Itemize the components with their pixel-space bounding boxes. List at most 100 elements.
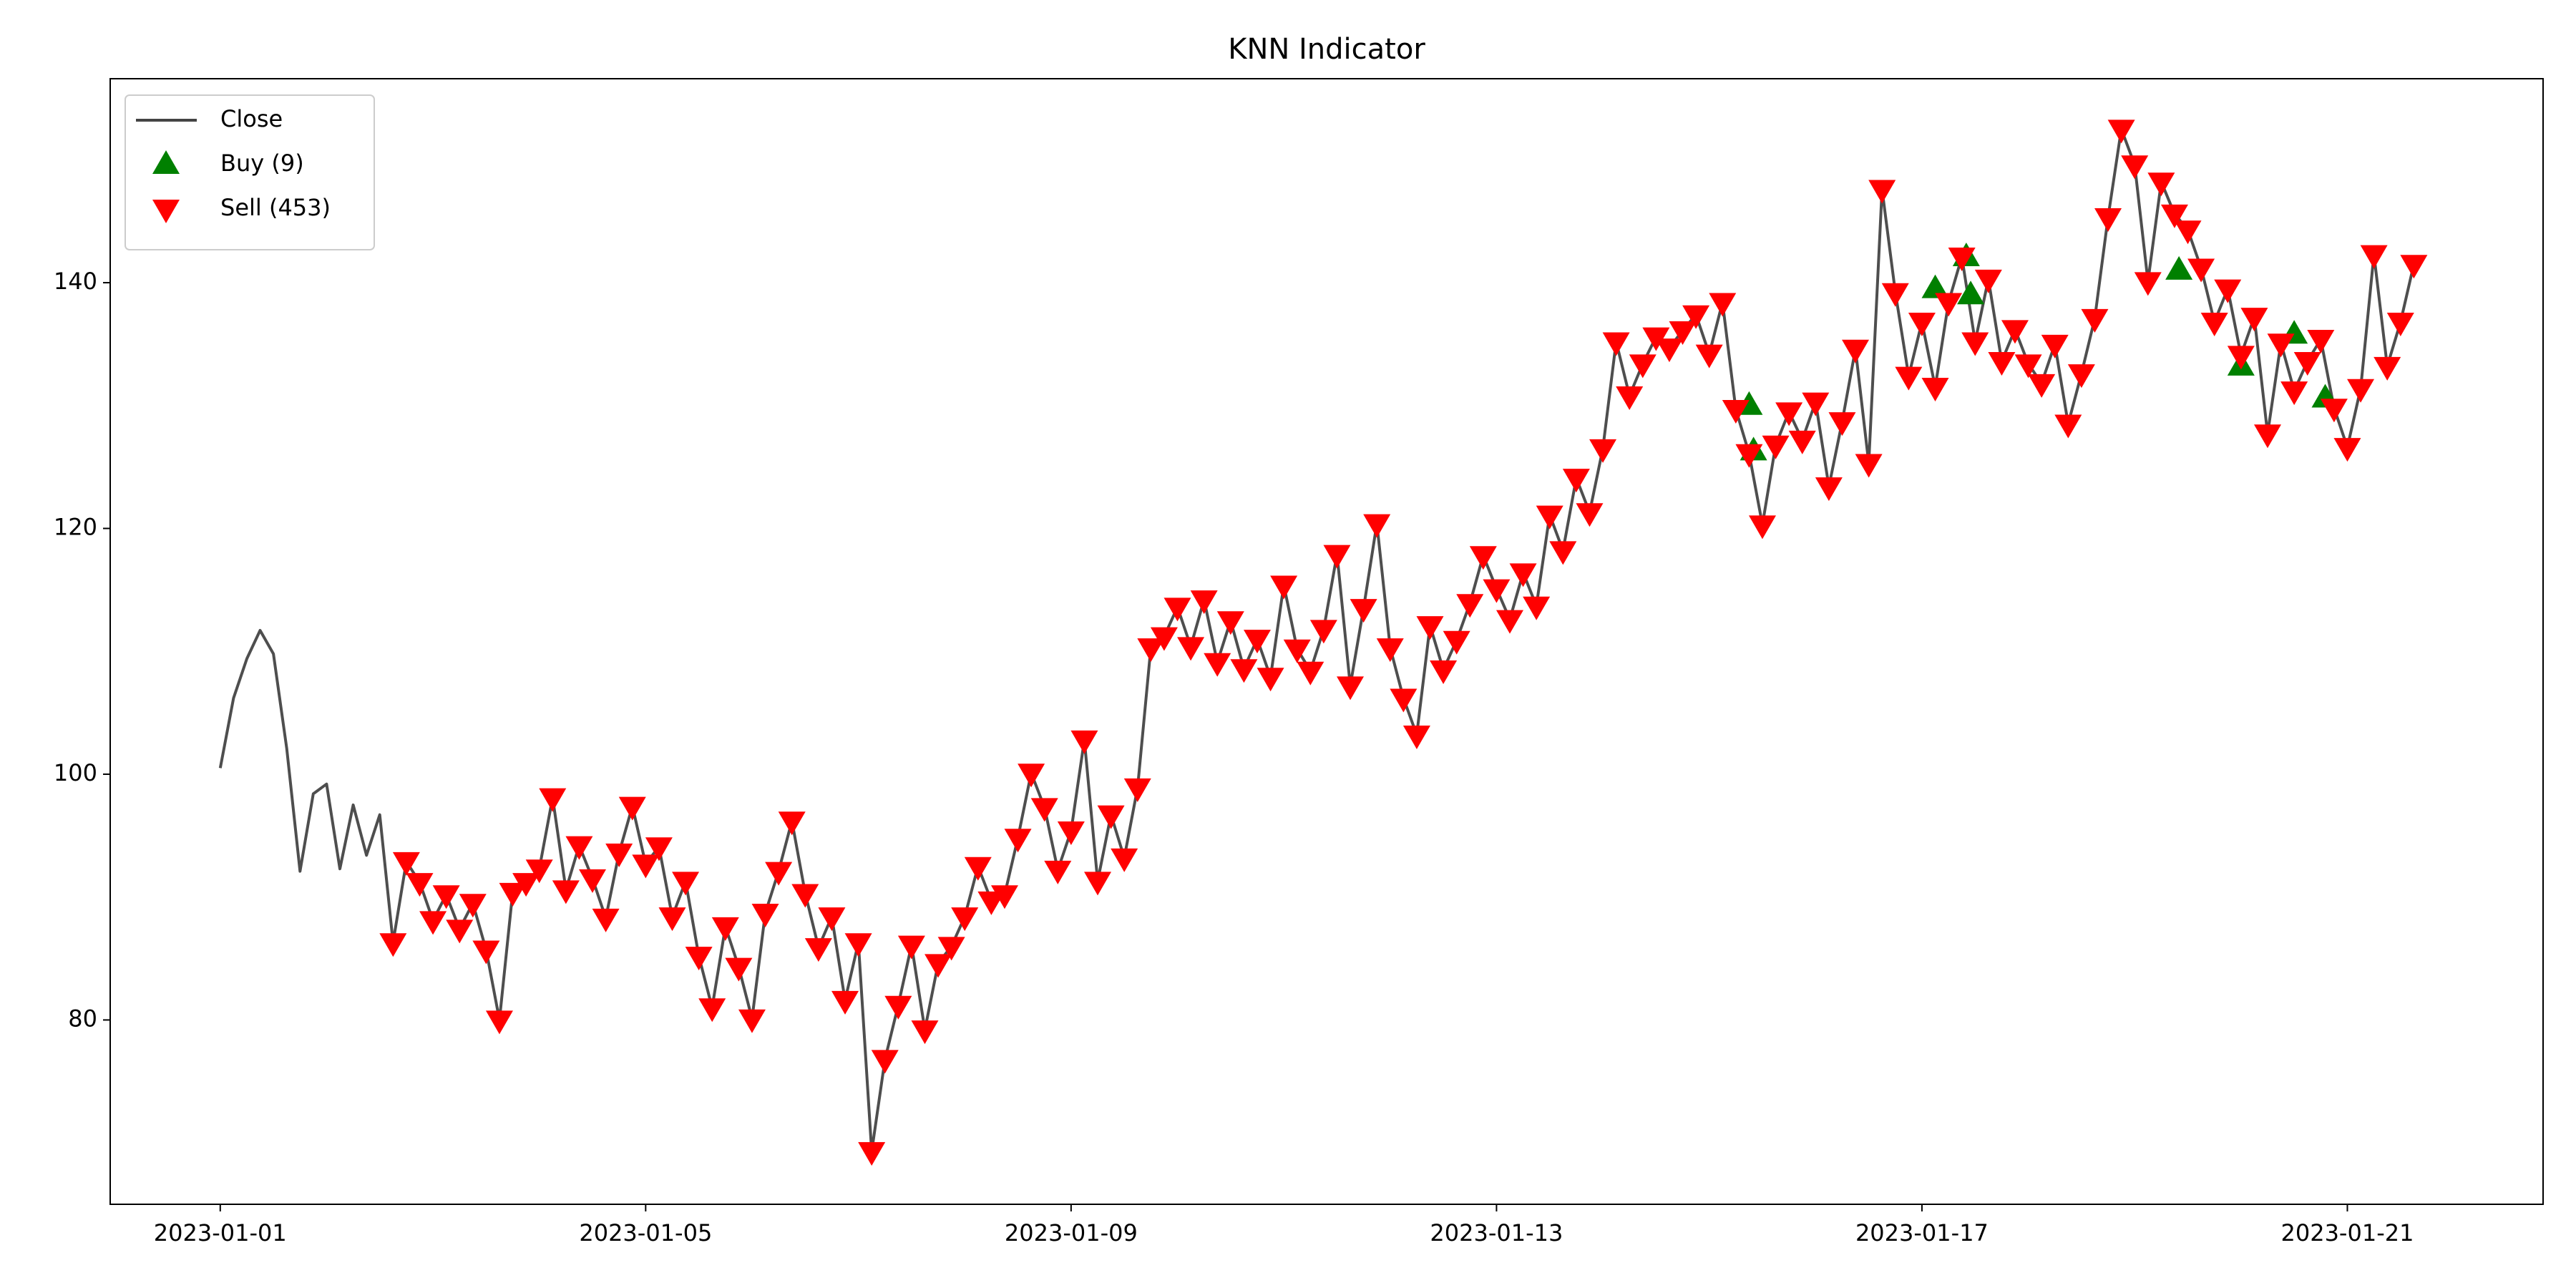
sell-marker [1163,597,1191,622]
sell-marker [1496,610,1523,634]
sell-marker [1855,454,1883,478]
sell-marker [897,935,925,960]
sell-marker [1815,477,1843,502]
sell-marker [1097,805,1125,829]
buy-marker [1921,274,1949,298]
sell-marker [990,885,1018,909]
sell-marker [1111,848,1138,872]
sell-marker [592,908,620,932]
sell-marker [1456,594,1484,618]
sell-marker [512,873,540,897]
sell-marker [698,998,726,1023]
sell-marker [539,788,567,812]
x-tick-label: 2023-01-01 [154,1219,287,1246]
sell-marker [1695,344,1723,369]
sell-marker [419,911,447,935]
sell-marker [2121,155,2149,180]
sell-marker [1682,305,1710,329]
sell-marker [1802,392,1830,416]
sell-marker [2187,258,2215,283]
close-line [218,127,2416,1153]
sell-marker [672,872,700,896]
sell-marker [499,882,527,907]
sell-marker [1230,659,1258,683]
sell-marker [964,857,992,881]
sell-marker [1549,541,1577,565]
sell-marker [2280,381,2308,406]
sell-marker [725,957,753,982]
sell-marker [1602,332,1630,356]
legend-label: Sell (453) [220,194,331,221]
y-tick-label: 120 [54,514,97,541]
sell-marker [2174,220,2202,245]
legend-marker [152,200,180,223]
chart-title: KNN Indicator [1228,33,1425,66]
sell-marker [1788,430,1816,454]
sell-marker [2373,356,2401,381]
sell-marker [2240,308,2268,332]
sell-marker [1257,668,1284,692]
sell-marker [2214,279,2242,303]
sell-marker [1589,439,1617,463]
sell-marker [738,1009,766,1033]
sell-marker [1283,639,1311,663]
sell-marker [2041,334,2069,358]
sell-marker [1390,688,1418,713]
sell-marker [937,937,965,961]
sell-marker [618,796,646,821]
sell-marker [765,862,793,886]
sell-marker [552,880,580,904]
sell-marker [1828,412,1856,436]
y-tick-label: 80 [68,1005,97,1032]
sell-marker [1057,821,1085,845]
y-tick-label: 140 [54,268,97,295]
sell-marker [2147,172,2175,197]
sell-marker [1376,638,1404,663]
sell-marker [485,1010,513,1035]
sell-marker [2094,208,2122,233]
legend-label: Close [220,105,283,132]
sell-marker [2253,424,2281,449]
sell-marker [1895,366,1923,391]
sell-marker [1642,327,1670,351]
sell-marker [2360,245,2388,269]
sell-marker [871,1050,899,1074]
sell-marker [1948,248,1976,272]
sell-marker [1961,332,1989,356]
sell-marker [1004,829,1032,853]
sell-marker [1323,545,1351,569]
sell-marker [844,933,872,957]
sell-marker [2067,364,2095,389]
sell-marker [1270,575,1298,600]
sell-marker [2134,272,2162,296]
sell-marker [1629,354,1657,379]
sell-marker [1523,596,1551,620]
legend-box [125,94,375,250]
sell-marker [1974,269,2002,293]
x-tick-label: 2023-01-05 [579,1219,712,1246]
sell-marker [2160,204,2188,228]
sell-marker [632,854,660,879]
sell-marker [791,884,819,908]
sell-marker [1402,726,1430,750]
sell-marker [1350,599,1377,623]
sell-marker [1868,180,1896,204]
legend-label: Buy (9) [220,150,304,177]
sell-marker [1908,313,1936,337]
legend-marker [152,150,180,174]
x-tick-label: 2023-01-21 [2280,1219,2414,1246]
sell-marker [911,1020,939,1045]
sell-marker [432,885,460,909]
sell-marker [1190,590,1218,615]
sell-marker [951,907,979,932]
sell-marker [1842,339,1870,364]
sell-marker [831,990,859,1015]
buy-marker [1957,280,1985,305]
sell-marker [392,852,420,876]
sell-marker [2028,374,2056,398]
sell-marker [1748,515,1776,540]
sell-marker [1044,860,1072,884]
sell-marker [2400,255,2428,279]
x-tick-label: 2023-01-09 [1005,1219,1138,1246]
